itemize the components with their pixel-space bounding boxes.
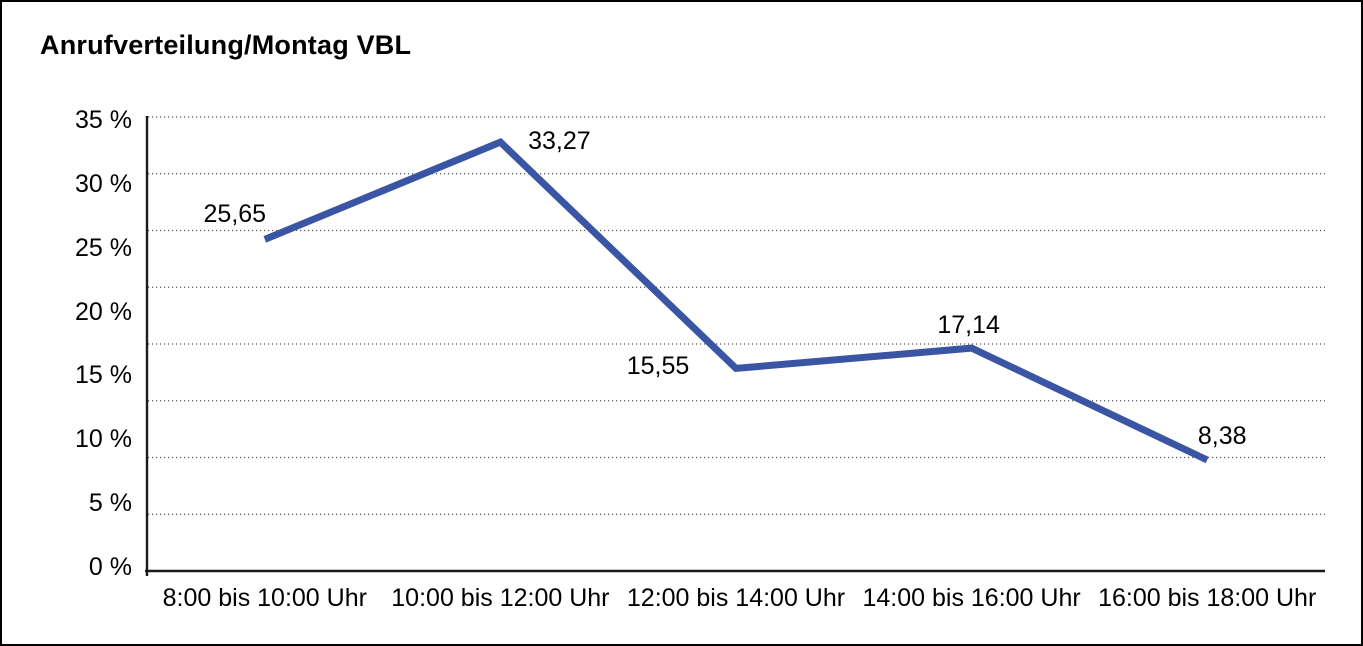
y-axis-tick-label: 0 % [88, 553, 132, 581]
x-axis-tick-label: 12:00 bis 14:00 Uhr [626, 584, 846, 612]
y-axis-tick-label: 20 % [75, 297, 132, 326]
y-axis-tick-label: 30 % [75, 169, 132, 198]
x-axis-tick-label: 14:00 bis 16:00 Uhr [862, 584, 1081, 612]
data-point-label: 8,38 [1197, 421, 1247, 450]
y-axis-tick-label: 5 % [88, 489, 132, 518]
y-axis-tick-label: 25 % [75, 233, 132, 262]
data-point-label: 33,27 [528, 127, 591, 156]
x-axis-tick-label: 16:00 bis 18:00 Uhr [1098, 584, 1317, 612]
data-point-label: 15,55 [626, 352, 690, 381]
chart-title: Anrufverteilung/Montag VBL [40, 30, 412, 60]
data-point-label: 17,14 [937, 311, 1000, 340]
y-axis-tick-label: 10 % [75, 425, 132, 454]
y-axis-tick-label: 15 % [75, 361, 132, 390]
line-series [263, 137, 1209, 464]
x-axis-tick-label: 8:00 bis 10:00 Uhr [162, 584, 367, 612]
y-axis-tick-label: 35 % [75, 106, 132, 134]
x-axis-tick-label: 10:00 bis 12:00 Uhr [391, 584, 610, 612]
data-point-label: 25,65 [203, 200, 267, 229]
